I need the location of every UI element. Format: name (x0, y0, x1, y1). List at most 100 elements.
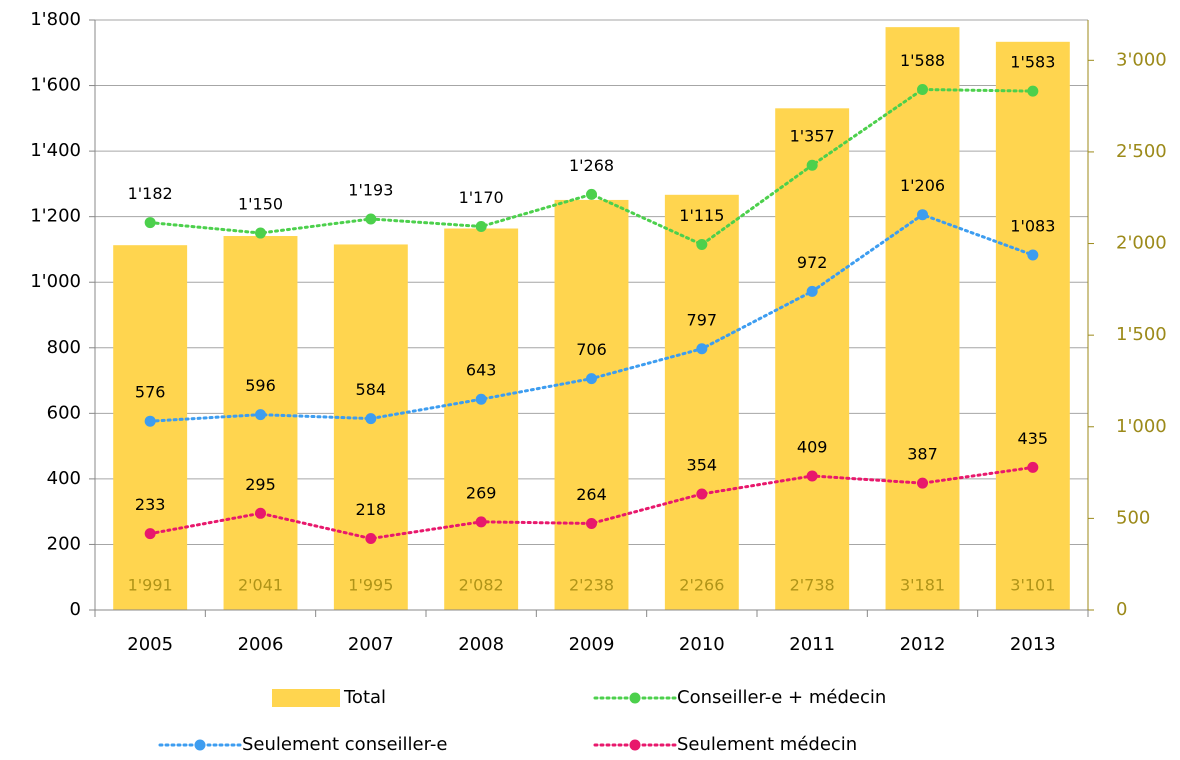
point (144, 415, 156, 427)
x-tick-label: 2005 (127, 634, 173, 655)
legend-item: Seulement médecin (593, 734, 857, 755)
point (917, 83, 928, 95)
point (586, 373, 597, 385)
legend-marker (194, 739, 206, 751)
point (365, 413, 377, 425)
legend-item: Total (272, 687, 386, 708)
point (696, 239, 708, 251)
x-tick-label: 2007 (348, 634, 394, 655)
point (586, 188, 597, 200)
bar (223, 236, 298, 610)
data-label: 295 (245, 475, 276, 494)
x-tick-label: 2009 (569, 634, 615, 655)
point (1027, 85, 1039, 97)
y-tick-label: 800 (47, 337, 81, 358)
legend-label: Seulement conseiller-e (242, 734, 447, 755)
bar (444, 228, 519, 610)
y2-tick-label: 3'000 (1116, 49, 1167, 70)
data-label: 584 (356, 380, 387, 399)
point (586, 517, 597, 529)
data-label: 1'182 (128, 184, 173, 203)
y-tick-label: 0 (70, 599, 81, 620)
point (144, 528, 156, 540)
legend-label: Total (343, 687, 386, 708)
data-label: 1'115 (679, 206, 724, 225)
data-label: 233 (135, 495, 166, 514)
x-tick-label: 2010 (679, 634, 725, 655)
data-label: 1'268 (569, 156, 614, 175)
y-tick-label: 1'400 (30, 140, 81, 161)
bar (554, 199, 629, 610)
point (475, 516, 487, 528)
y-tick-label: 1'800 (30, 9, 81, 30)
data-label: 387 (907, 445, 938, 464)
legend-label: Seulement médecin (677, 734, 857, 755)
y-tick-label: 600 (47, 402, 81, 423)
point (806, 159, 818, 171)
point (144, 217, 156, 229)
y2-tick-label: 2'000 (1116, 233, 1167, 254)
data-label: 596 (245, 376, 276, 395)
x-tick-label: 2012 (900, 634, 946, 655)
data-label: 1'170 (459, 188, 504, 207)
point (806, 470, 818, 482)
data-label: 1'150 (238, 195, 283, 214)
y-tick-label: 400 (47, 468, 81, 489)
legend-marker (629, 739, 641, 751)
data-label: 3'101 (1010, 576, 1055, 595)
data-label: 435 (1018, 429, 1049, 448)
point (696, 343, 708, 355)
point (365, 533, 377, 545)
y-tick-label: 200 (47, 533, 81, 554)
x-tick-label: 2013 (1010, 634, 1056, 655)
legend-item: Seulement conseiller-e (158, 734, 447, 755)
legend-marker (629, 692, 641, 704)
data-label: 409 (797, 437, 828, 456)
y2-tick-label: 2'500 (1116, 141, 1167, 162)
data-label: 2'082 (459, 576, 504, 595)
data-label: 1'588 (900, 51, 945, 70)
data-label: 1'583 (1010, 53, 1055, 72)
data-label: 2'266 (679, 576, 724, 595)
data-label: 3'181 (900, 576, 945, 595)
data-label: 643 (466, 361, 497, 380)
data-label: 1'991 (128, 576, 173, 595)
legend-item: Conseiller-e + médecin (593, 687, 886, 708)
bar (885, 27, 960, 611)
data-label: 218 (356, 500, 387, 519)
point (917, 209, 928, 221)
data-label: 2'041 (238, 576, 283, 595)
point (917, 477, 928, 489)
bar (333, 244, 408, 610)
legend-swatch (272, 689, 340, 707)
point (1027, 461, 1039, 473)
x-tick-label: 2006 (238, 634, 284, 655)
point (1027, 249, 1039, 261)
bar (664, 194, 739, 610)
data-label: 1'357 (790, 127, 835, 146)
data-label: 1'995 (348, 576, 393, 595)
data-label: 2'738 (790, 576, 835, 595)
data-label: 2'238 (569, 576, 614, 595)
point (475, 221, 487, 232)
point (696, 488, 708, 500)
x-tick-label: 2011 (789, 634, 835, 655)
y-tick-label: 1'000 (30, 271, 81, 292)
line (148, 87, 1035, 247)
y-tick-label: 1'600 (30, 75, 81, 96)
data-label: 706 (576, 340, 607, 359)
data-label: 1'083 (1010, 217, 1055, 236)
point (255, 409, 266, 421)
data-label: 576 (135, 383, 166, 402)
data-label: 797 (687, 310, 718, 329)
y2-tick-label: 1'000 (1116, 416, 1167, 437)
y2-tick-label: 500 (1116, 507, 1150, 528)
bar (775, 108, 850, 610)
data-label: 264 (576, 485, 607, 504)
data-label: 1'193 (348, 180, 393, 199)
data-label: 972 (797, 253, 828, 272)
point (255, 507, 266, 519)
point (475, 393, 487, 405)
data-label: 269 (466, 483, 497, 502)
